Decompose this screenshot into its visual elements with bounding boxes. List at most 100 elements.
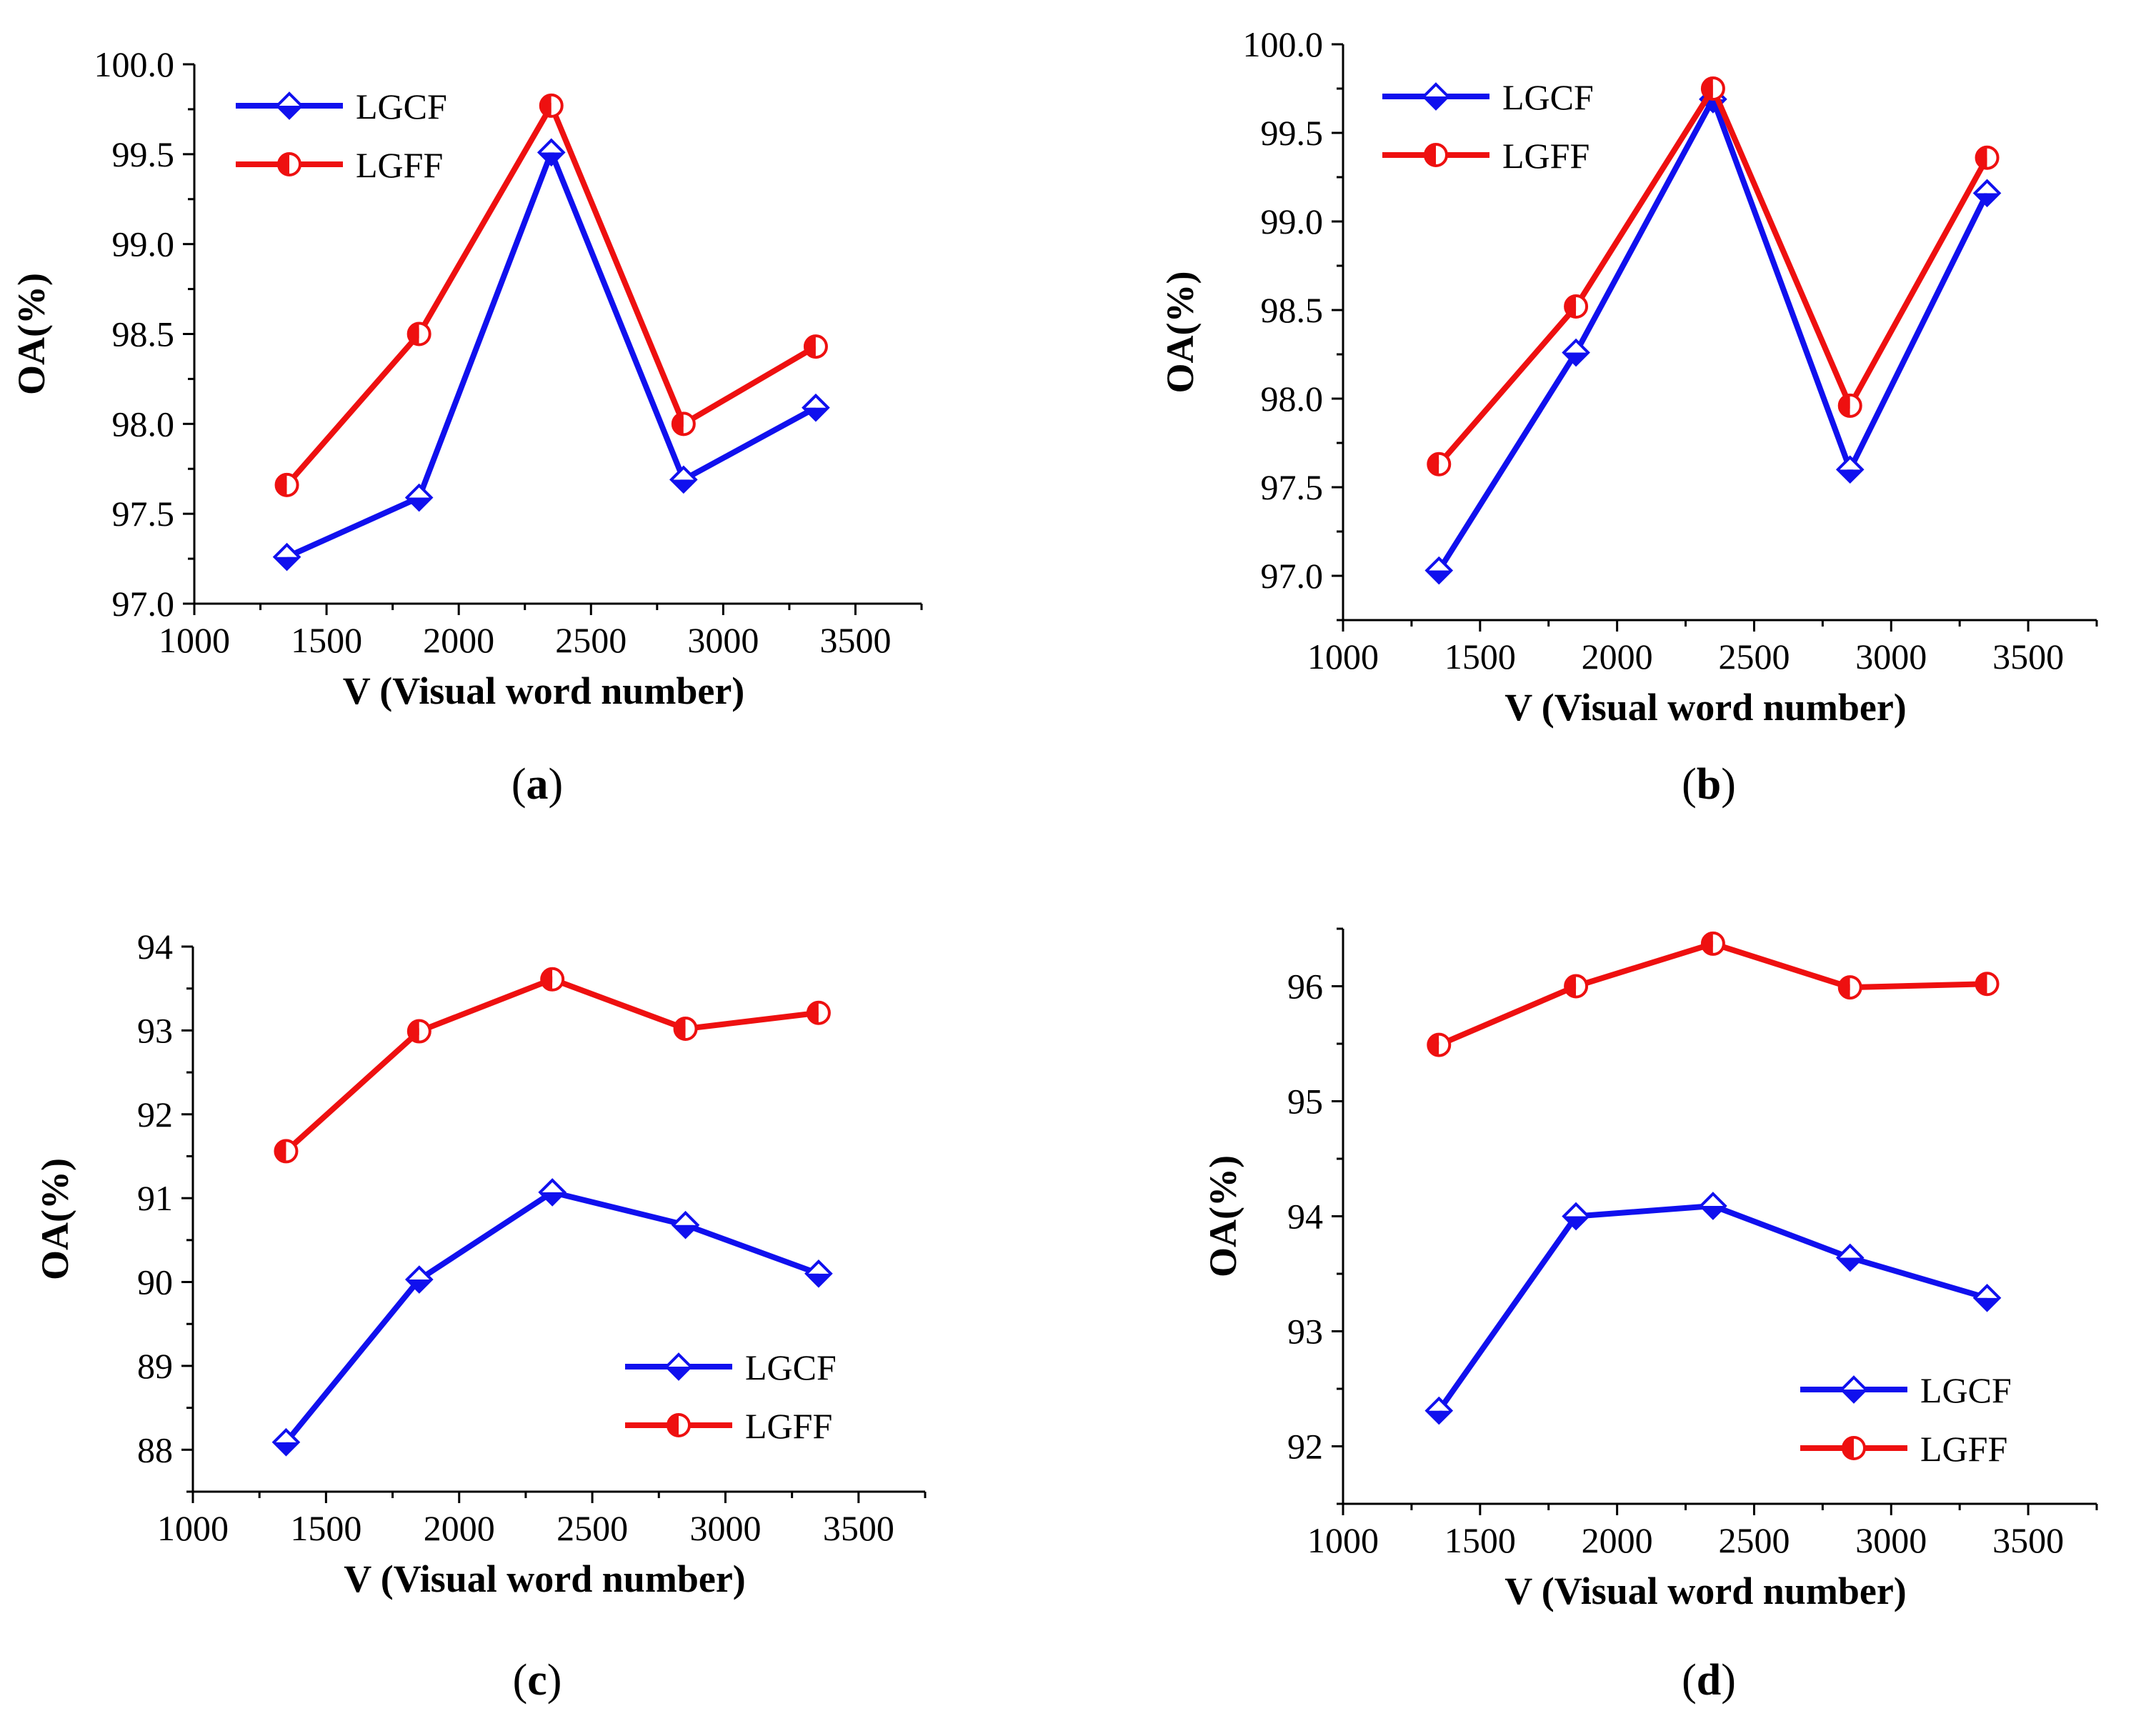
y-tick-label-b: 98.0 (1261, 379, 1324, 419)
y-tick-label-c: 91 (137, 1178, 173, 1218)
y-tick-label-b: 99.5 (1261, 113, 1324, 153)
legend-marker-lgcf-d (1840, 1375, 1868, 1404)
data-point-lgcf-c (404, 1265, 434, 1294)
y-tick-label-b: 97.0 (1261, 556, 1324, 596)
x-tick-label-c: 1000 (157, 1508, 229, 1548)
y-tick-label-d: 93 (1287, 1312, 1323, 1352)
legend-label-lgff-d: LGFF (1920, 1429, 2007, 1469)
y-tick-label-c: 90 (137, 1262, 173, 1302)
data-point-lgcf-d (1699, 1192, 1727, 1220)
data-point-lgff-a (671, 411, 696, 437)
y-tick-label-d: 94 (1287, 1197, 1323, 1237)
y-tick-label-a: 97.5 (112, 494, 175, 534)
data-point-lgff-b (1975, 145, 2000, 170)
y-axis-title-a: OA(%) (10, 273, 53, 395)
data-point-lgff-b (1427, 452, 1452, 477)
x-tick-label-b: 2500 (1718, 637, 1790, 677)
y-tick-label-b: 97.5 (1261, 467, 1324, 507)
data-point-lgff-d (1837, 975, 1862, 1000)
x-tick-label-c: 2500 (557, 1508, 628, 1548)
data-point-lgcf-b (1835, 455, 1865, 484)
x-tick-label-d: 2500 (1718, 1520, 1790, 1560)
legend-marker-lgff-c (667, 1413, 691, 1437)
y-tick-label-a: 98.5 (112, 314, 175, 354)
x-tick-label-c: 3500 (823, 1508, 894, 1548)
data-point-lgcf-b (1424, 556, 1454, 585)
x-tick-label-c: 3000 (689, 1508, 761, 1548)
x-tick-label-d: 3500 (1992, 1520, 2064, 1560)
y-tick-label-a: 99.0 (112, 224, 175, 264)
panel-caption-c: (c) (513, 1656, 562, 1705)
series-line-lgff-c (284, 976, 819, 1154)
legend-marker-lgff-b (1424, 143, 1448, 167)
x-tick-label-a: 2500 (555, 620, 627, 660)
data-point-lgcf-c (671, 1210, 700, 1239)
legend-marker-lgcf-c (664, 1352, 693, 1381)
data-point-lgcf-c (271, 1427, 301, 1457)
data-point-lgff-c (406, 1019, 431, 1044)
x-axis-title-d: V (Visual word number) (1504, 1570, 1907, 1612)
x-tick-label-c: 2000 (424, 1508, 495, 1548)
data-point-lgff-a (406, 321, 431, 346)
x-tick-label-a: 3000 (687, 620, 759, 660)
series-line-lgcf-d (1437, 1203, 1988, 1412)
legend-marker-lgff-d (1842, 1436, 1866, 1460)
data-point-lgff-c (274, 1139, 299, 1164)
data-point-lgcf-b (1972, 179, 2002, 208)
x-tick-label-a: 3500 (819, 620, 891, 660)
panel-caption-b: (b) (1682, 760, 1736, 809)
data-point-lgff-d (1975, 972, 2000, 997)
legend-label-lgcf-b: LGCF (1502, 77, 1594, 117)
data-point-lgcf-d (1972, 1283, 2002, 1312)
legend-label-lgcf-a: LGCF (356, 86, 447, 126)
legend-label-lgff-b: LGFF (1502, 136, 1589, 176)
legend-marker-lgcf-b (1422, 82, 1450, 111)
series-line-lgff-d (1437, 940, 1987, 1048)
data-point-lgcf-c (804, 1259, 833, 1288)
x-tick-label-a: 2000 (423, 620, 494, 660)
y-axis-title-d: OA(%) (1202, 1155, 1244, 1277)
y-tick-label-a: 99.5 (112, 134, 175, 174)
data-point-lgcf-a (802, 393, 830, 422)
data-point-lgcf-a (669, 465, 698, 494)
x-axis-title-c: V (Visual word number) (344, 1557, 746, 1600)
x-tick-label-b: 1500 (1444, 637, 1516, 677)
y-tick-label-b: 98.5 (1261, 290, 1324, 330)
y-tick-label-c: 94 (137, 927, 173, 967)
data-point-lgff-c (806, 1000, 831, 1025)
data-point-lgff-d (1427, 1032, 1452, 1057)
data-point-lgff-b (1837, 393, 1862, 418)
x-tick-label-b: 3500 (1992, 637, 2064, 677)
y-tick-label-c: 88 (137, 1430, 173, 1470)
data-point-lgcf-d (1562, 1202, 1590, 1231)
legend-marker-lgcf-a (275, 91, 304, 120)
y-tick-label-d: 95 (1287, 1082, 1323, 1122)
y-tick-label-c: 92 (137, 1094, 173, 1134)
y-tick-label-d: 96 (1287, 967, 1323, 1007)
y-axis-title-b: OA(%) (1159, 271, 1202, 394)
legend-label-lgff-a: LGFF (356, 145, 443, 185)
y-tick-label-b: 100.0 (1243, 24, 1324, 64)
x-tick-label-a: 1000 (159, 620, 230, 660)
data-point-lgff-b (1700, 76, 1725, 101)
x-axis-title-a: V (Visual word number) (343, 669, 745, 712)
data-point-lgff-d (1564, 974, 1589, 999)
data-point-lgff-a (539, 93, 564, 118)
y-tick-label-a: 100.0 (94, 44, 175, 84)
data-point-lgcf-c (538, 1178, 567, 1207)
y-tick-label-a: 98.0 (112, 404, 175, 444)
series-line-lgcf-c (284, 1189, 820, 1445)
x-tick-label-a: 1500 (291, 620, 362, 660)
data-point-lgcf-a (272, 542, 301, 572)
data-point-lgcf-b (1562, 338, 1590, 367)
x-tick-label-d: 2000 (1582, 1520, 1653, 1560)
x-tick-label-b: 1000 (1307, 637, 1379, 677)
data-point-lgff-c (673, 1017, 698, 1042)
x-tick-label-d: 1500 (1444, 1520, 1516, 1560)
panel-caption-d: (d) (1682, 1656, 1736, 1705)
y-tick-label-c: 89 (137, 1346, 173, 1386)
x-tick-label-b: 2000 (1582, 637, 1653, 677)
data-point-lgff-a (803, 334, 828, 359)
x-axis-title-b: V (Visual word number) (1504, 686, 1907, 729)
